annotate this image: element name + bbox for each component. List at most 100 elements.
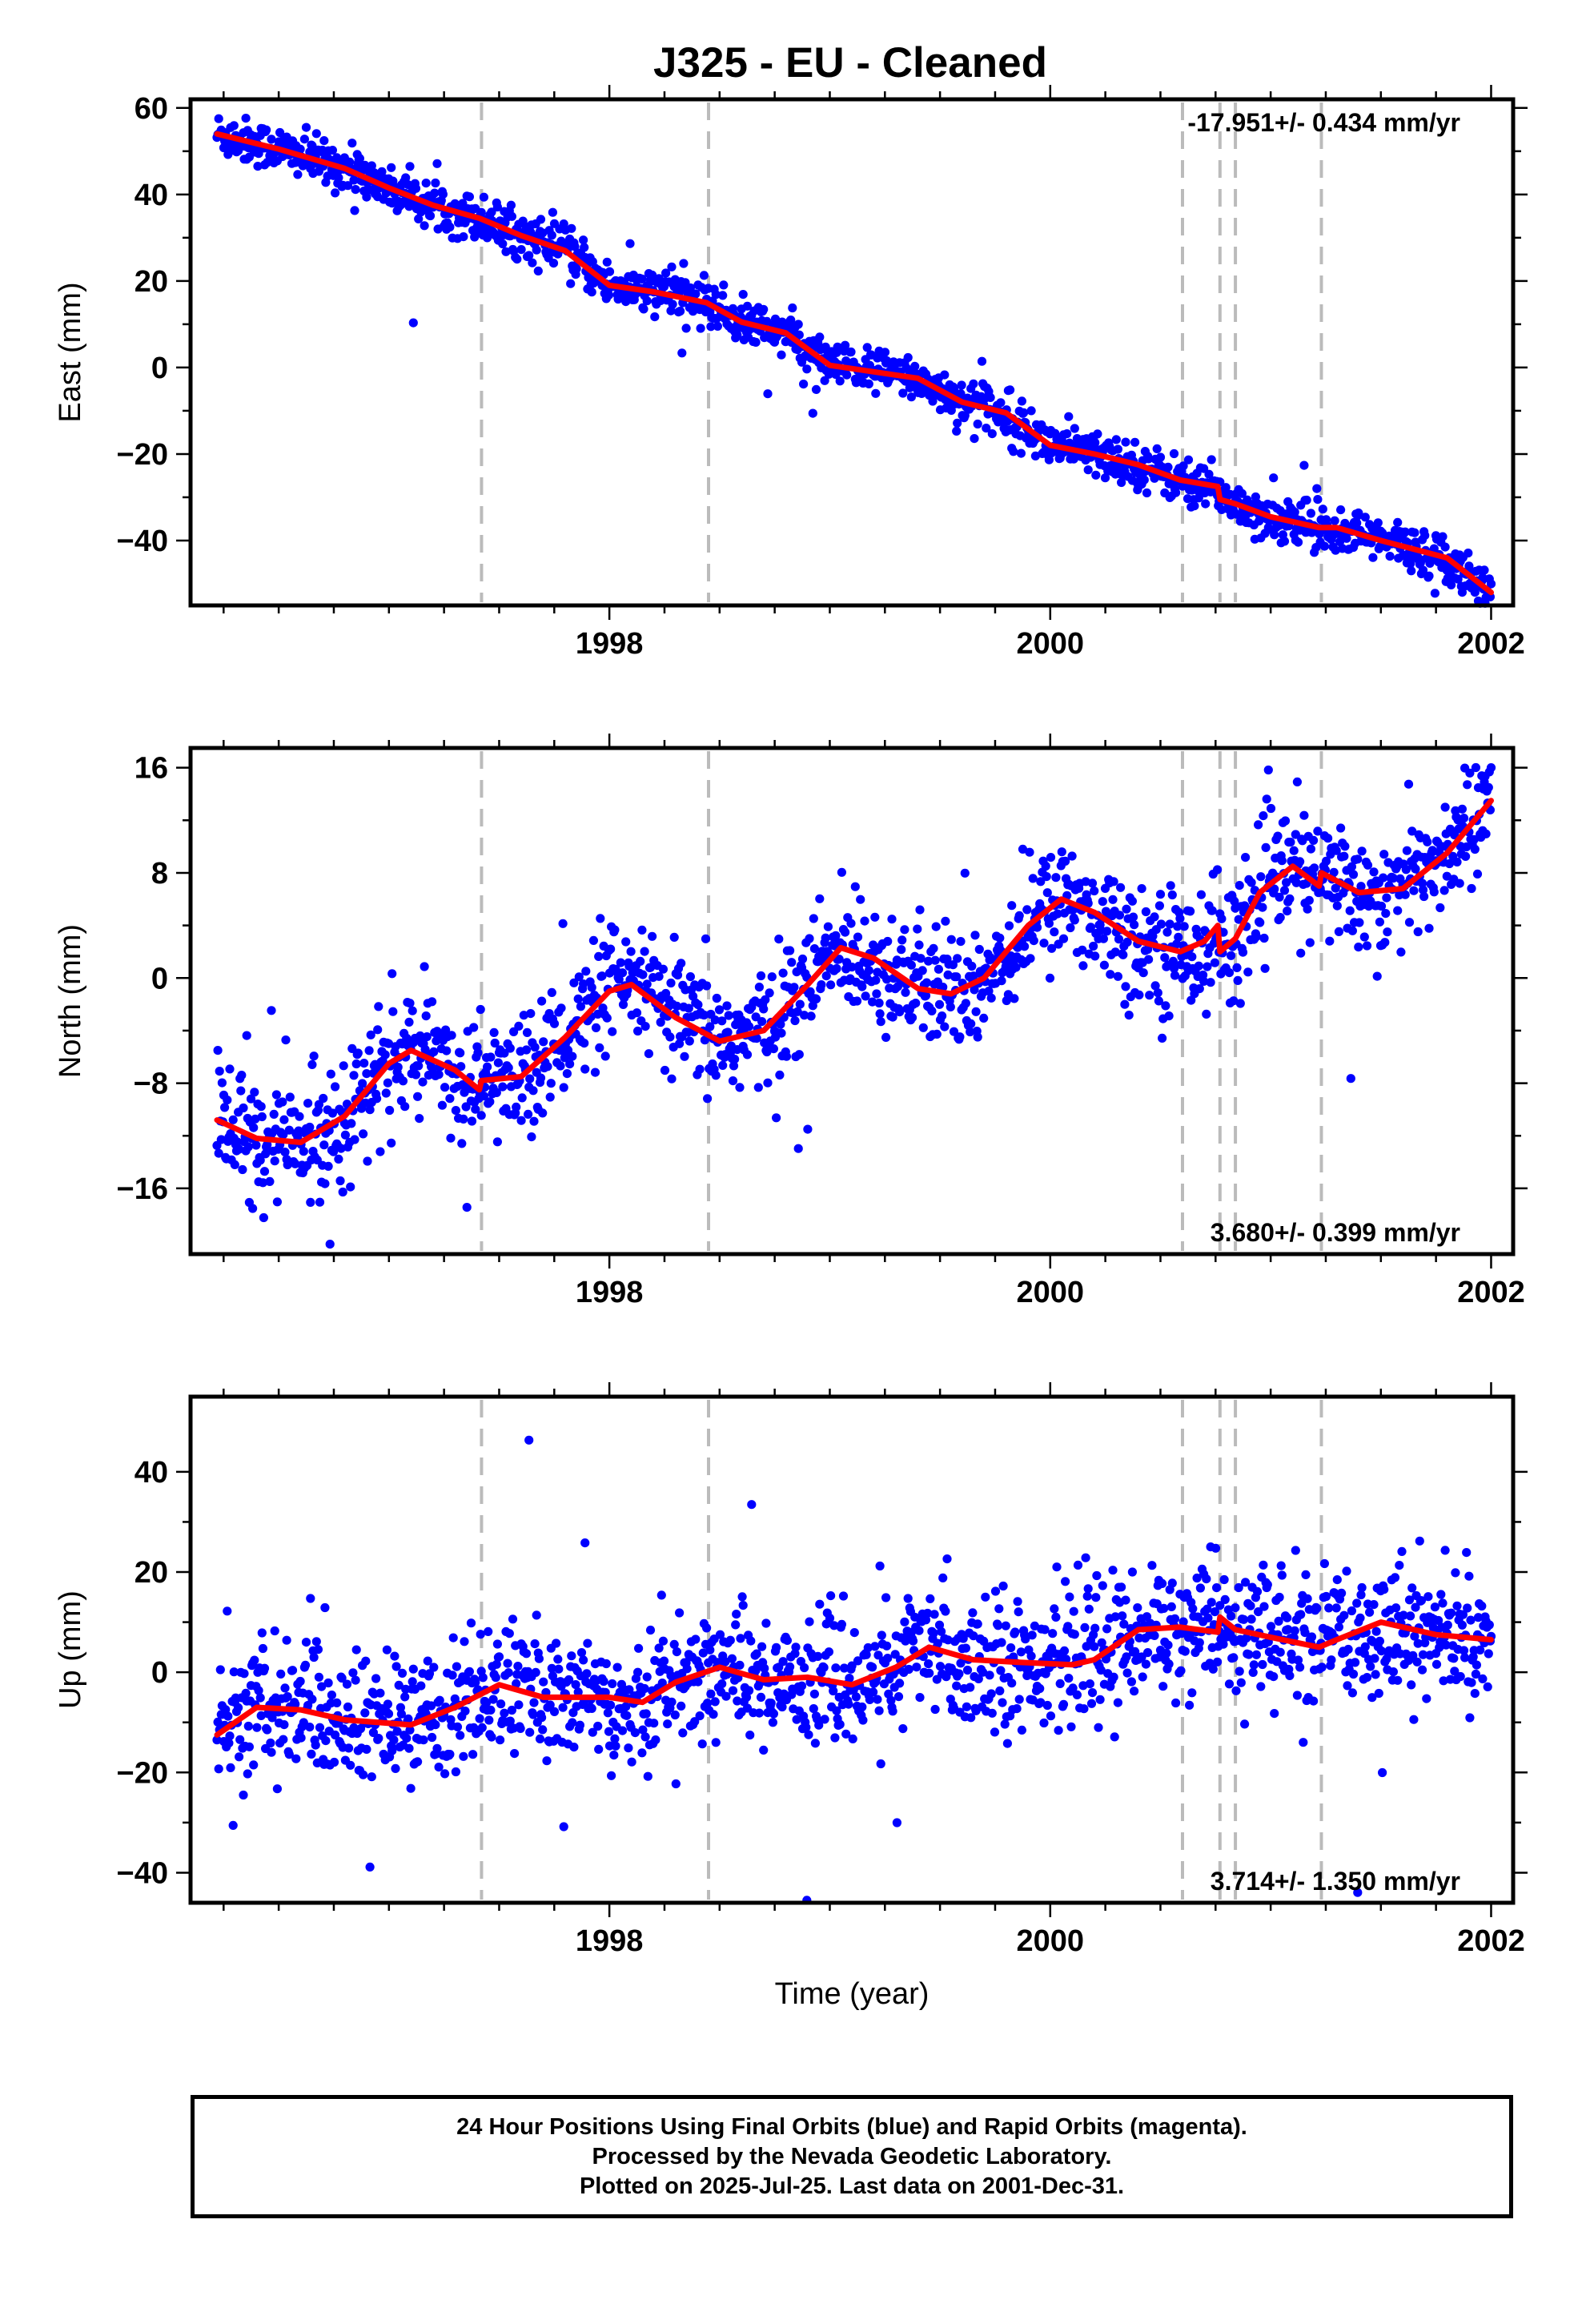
data-point xyxy=(1113,444,1122,454)
data-point xyxy=(1369,867,1379,877)
data-point xyxy=(1224,1679,1235,1689)
data-point xyxy=(362,1069,371,1079)
data-point xyxy=(640,1732,650,1742)
data-point xyxy=(1011,963,1021,972)
data-point xyxy=(1254,820,1263,830)
data-point xyxy=(810,1739,820,1748)
data-point xyxy=(428,1732,437,1743)
data-point xyxy=(1040,1625,1050,1634)
data-point xyxy=(811,384,821,394)
data-point xyxy=(525,1074,535,1084)
data-point xyxy=(941,916,950,926)
data-point xyxy=(604,267,615,276)
data-point xyxy=(402,1734,412,1743)
data-point xyxy=(459,1751,468,1761)
data-point xyxy=(1090,1642,1099,1651)
data-point xyxy=(667,1697,677,1707)
data-point xyxy=(1323,834,1333,843)
data-point xyxy=(1486,763,1496,773)
data-point xyxy=(565,1059,575,1069)
data-point xyxy=(1203,962,1212,971)
data-point xyxy=(754,1708,765,1718)
data-point xyxy=(1012,1704,1022,1714)
data-point xyxy=(361,1656,371,1666)
data-point xyxy=(644,1049,654,1059)
data-point xyxy=(1190,501,1199,511)
data-point xyxy=(769,1044,779,1054)
data-point xyxy=(365,1862,375,1872)
data-point xyxy=(649,1719,659,1728)
data-point xyxy=(1001,1621,1010,1630)
data-point xyxy=(1477,1601,1487,1611)
data-point xyxy=(1156,919,1166,929)
data-point xyxy=(996,398,1006,408)
data-point xyxy=(517,1093,527,1103)
data-point xyxy=(1026,1651,1036,1661)
data-point xyxy=(476,1630,485,1639)
data-point xyxy=(1391,1603,1401,1613)
data-point xyxy=(1296,948,1306,958)
data-point xyxy=(1417,1665,1427,1675)
data-point xyxy=(640,1022,650,1031)
data-point xyxy=(1306,844,1315,854)
data-point xyxy=(669,932,679,942)
data-point xyxy=(1478,1674,1488,1683)
data-point xyxy=(259,1212,268,1223)
data-point xyxy=(346,1760,355,1770)
data-point xyxy=(334,173,343,183)
data-point xyxy=(414,1061,424,1071)
y-tick-label: 0 xyxy=(151,352,168,385)
data-point xyxy=(940,370,950,380)
data-point xyxy=(759,304,769,314)
data-point xyxy=(1085,1679,1094,1689)
data-point xyxy=(1202,1009,1211,1019)
data-point xyxy=(498,1082,508,1092)
scatter-points xyxy=(212,114,1496,608)
data-point xyxy=(323,1678,333,1688)
data-point xyxy=(990,1727,1000,1737)
data-point xyxy=(405,999,415,1008)
data-point xyxy=(1334,927,1343,936)
data-point xyxy=(1099,960,1109,970)
data-point xyxy=(852,996,862,1006)
data-point xyxy=(1039,939,1049,948)
data-point xyxy=(1251,1650,1261,1659)
data-point xyxy=(888,1707,897,1716)
data-point xyxy=(385,1105,395,1116)
data-point xyxy=(291,1159,300,1168)
data-point xyxy=(973,1619,982,1629)
data-point xyxy=(1155,890,1166,899)
data-point xyxy=(794,330,804,340)
data-point xyxy=(1263,1580,1272,1590)
data-point xyxy=(1374,1688,1383,1699)
data-point xyxy=(1126,1677,1136,1687)
data-point xyxy=(293,170,303,179)
data-point xyxy=(1452,857,1462,866)
data-point xyxy=(658,1636,669,1646)
data-point xyxy=(932,1029,942,1039)
data-point xyxy=(261,1149,271,1159)
data-point xyxy=(374,1002,383,1011)
data-point xyxy=(329,1757,339,1767)
data-point xyxy=(279,1735,288,1744)
data-point xyxy=(1412,1657,1422,1667)
data-point xyxy=(1258,903,1267,912)
data-point xyxy=(383,1039,394,1048)
data-point xyxy=(246,1094,256,1104)
data-point xyxy=(549,1707,560,1716)
data-point xyxy=(432,1027,442,1036)
data-point xyxy=(1165,919,1174,929)
data-point xyxy=(387,163,396,172)
data-point xyxy=(537,996,547,1006)
data-point xyxy=(642,296,652,306)
data-point xyxy=(1203,1613,1213,1622)
data-point xyxy=(973,1032,982,1042)
data-point xyxy=(408,1006,417,1015)
data-point xyxy=(1424,923,1434,933)
data-point xyxy=(864,379,873,388)
data-point xyxy=(344,1743,354,1753)
data-point xyxy=(579,235,588,245)
data-point xyxy=(1116,883,1126,892)
data-point xyxy=(441,1025,451,1035)
data-point xyxy=(351,1675,360,1685)
